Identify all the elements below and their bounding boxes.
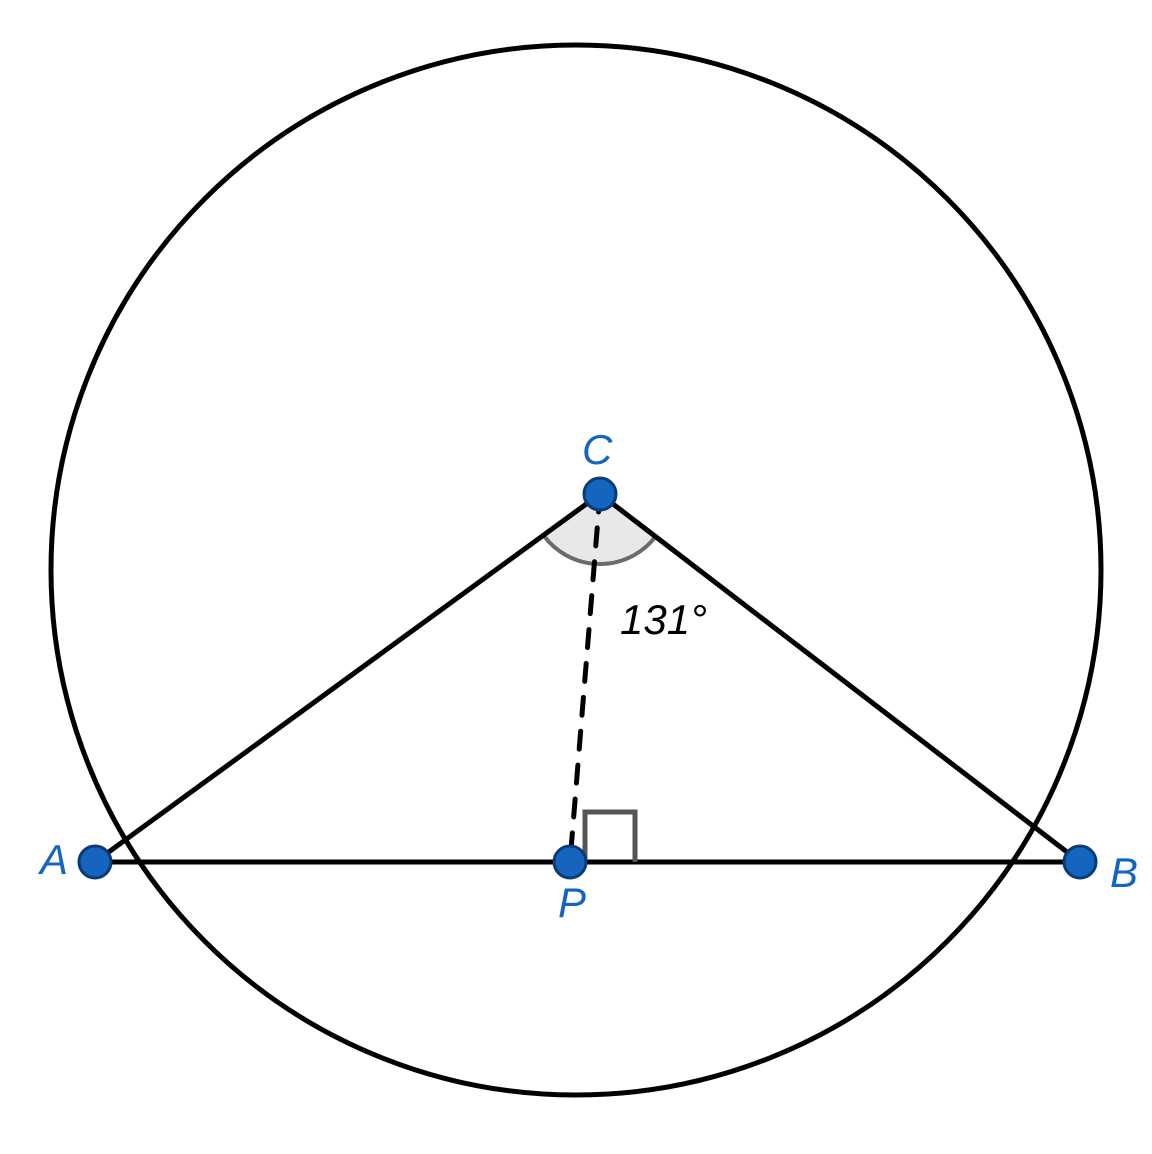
point-label-B: B xyxy=(1110,849,1138,896)
point-P xyxy=(554,846,586,878)
point-A xyxy=(79,846,111,878)
point-label-A: A xyxy=(37,836,68,883)
point-label-P: P xyxy=(558,879,586,926)
point-label-C: C xyxy=(582,426,613,473)
point-B xyxy=(1064,846,1096,878)
geometry-diagram: A B C P 131° xyxy=(0,0,1152,1154)
angle-label: 131° xyxy=(620,596,707,643)
point-C xyxy=(584,478,616,510)
